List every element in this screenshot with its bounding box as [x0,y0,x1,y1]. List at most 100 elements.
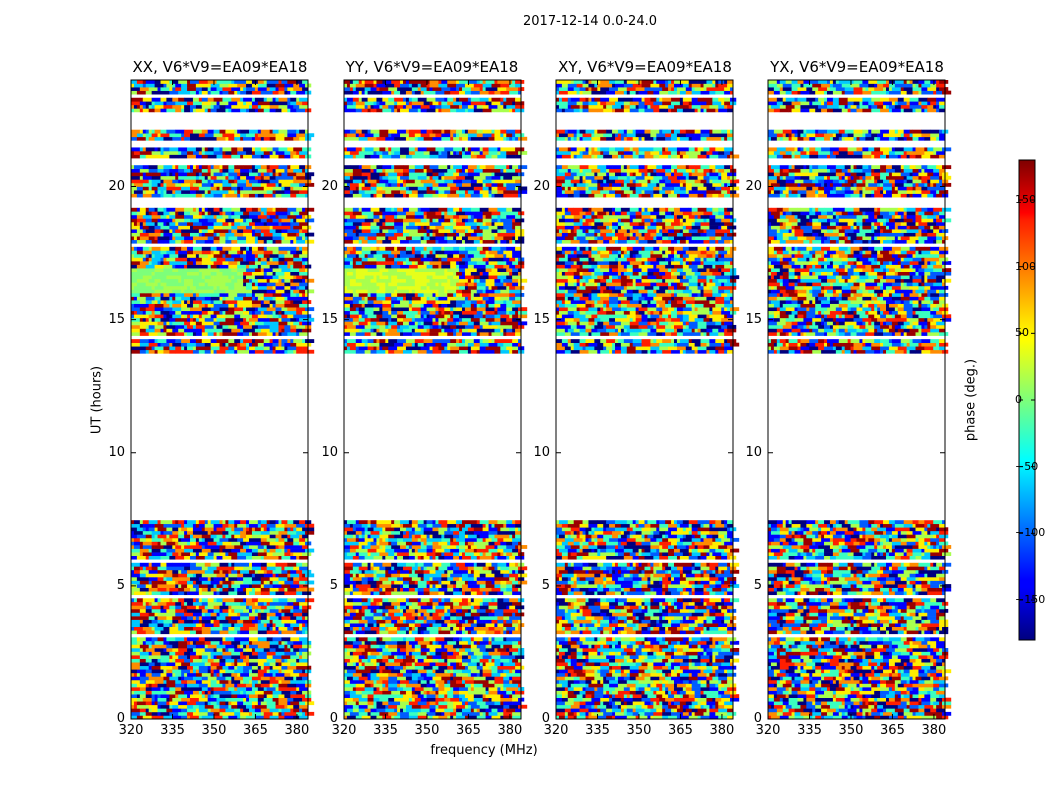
phase-cell [278,520,282,525]
phase-cell [131,569,135,574]
phase-cell [405,655,410,659]
phase-cell [222,598,232,603]
phase-cell [269,587,276,592]
phase-cell [246,108,250,113]
phase-cell [222,640,232,645]
phase-cell [145,253,149,258]
phase-cell [219,285,229,290]
phase-cell [251,530,262,535]
phase-cell [237,619,244,624]
phase-cell [509,616,516,620]
phase-cell [163,520,173,525]
phase-cell [361,591,371,596]
phase-cell [210,108,217,113]
phase-cell [361,577,368,581]
phase-cell [157,342,161,347]
phase-cell [281,239,291,244]
phase-cell [296,218,306,223]
phase-cell [358,694,362,698]
phase-cell [163,523,167,528]
phase-cell [160,282,167,287]
phase-cell [257,701,262,706]
phase-cell [296,598,306,603]
phase-cell [272,623,276,627]
phase-cell [423,658,433,663]
phase-cell [133,296,138,301]
phase-cell [131,580,141,585]
phase-cell [139,87,144,91]
phase-cell [192,665,200,670]
phase-cell [254,527,262,532]
phase-cell [157,87,161,91]
phase-cell [349,690,357,695]
phase-cell [257,87,267,91]
phase-cell [263,342,273,347]
phase-cell [172,616,182,620]
phase-cell [344,655,354,659]
phase-cell [249,612,259,617]
phase-cell [287,310,297,315]
phase-cell [237,229,244,233]
phase-cell [476,655,483,659]
phase-cell [417,630,421,635]
phase-cell [225,648,229,652]
phase-cell [160,175,167,180]
phase-cell [133,190,144,194]
phase-cell [284,715,294,720]
phase-cell [213,523,223,528]
phase-cell [187,90,191,95]
phase-cell [213,555,217,560]
phase-cell [187,715,191,720]
phase-cell [370,683,374,688]
phase-cell [192,527,203,532]
phase-cell [296,246,300,251]
phase-cell [272,271,276,276]
phase-cell [198,175,203,180]
phase-cell [290,186,294,191]
phase-cell [432,687,439,691]
phase-cell [447,545,457,549]
phase-cell [166,587,170,592]
phase-cell [201,147,206,152]
phase-cell [213,332,217,336]
phase-cell [435,708,445,713]
phase-cell [373,662,377,667]
phase-cell [160,236,170,241]
phase-cell [198,637,206,642]
phase-cell [509,658,513,663]
phase-cell [133,104,138,109]
phase-cell [148,683,152,688]
phase-cell [254,151,265,155]
phase-cell [172,321,179,326]
phase-cell [157,566,167,571]
phase-cell [178,591,185,596]
phase-cell [266,527,270,532]
phase-cell [411,690,416,695]
phase-cell [257,655,265,659]
phase-cell [254,332,259,336]
phase-cell [482,591,486,596]
phase-cell [195,222,203,226]
phase-cell [240,637,250,642]
phase-cell [163,222,167,226]
phase-cell [420,640,430,645]
phase-cell [470,608,478,613]
phase-cell [509,569,513,574]
phase-cell [488,679,495,684]
phase-cell [403,555,410,560]
phase-cell [494,683,504,688]
phase-cell [219,307,229,312]
phase-cell [222,651,232,656]
phase-cell [210,651,217,656]
phase-cell [290,222,300,226]
phase-cell [222,253,226,258]
phase-cell [385,616,392,620]
phase-cell [405,626,410,631]
phase-cell [228,136,235,141]
phase-cell [426,679,430,684]
phase-cell [204,239,214,244]
phase-cell [349,623,357,627]
phase-cell [405,676,413,681]
phase-cell [491,637,495,642]
phase-cell [249,321,253,326]
